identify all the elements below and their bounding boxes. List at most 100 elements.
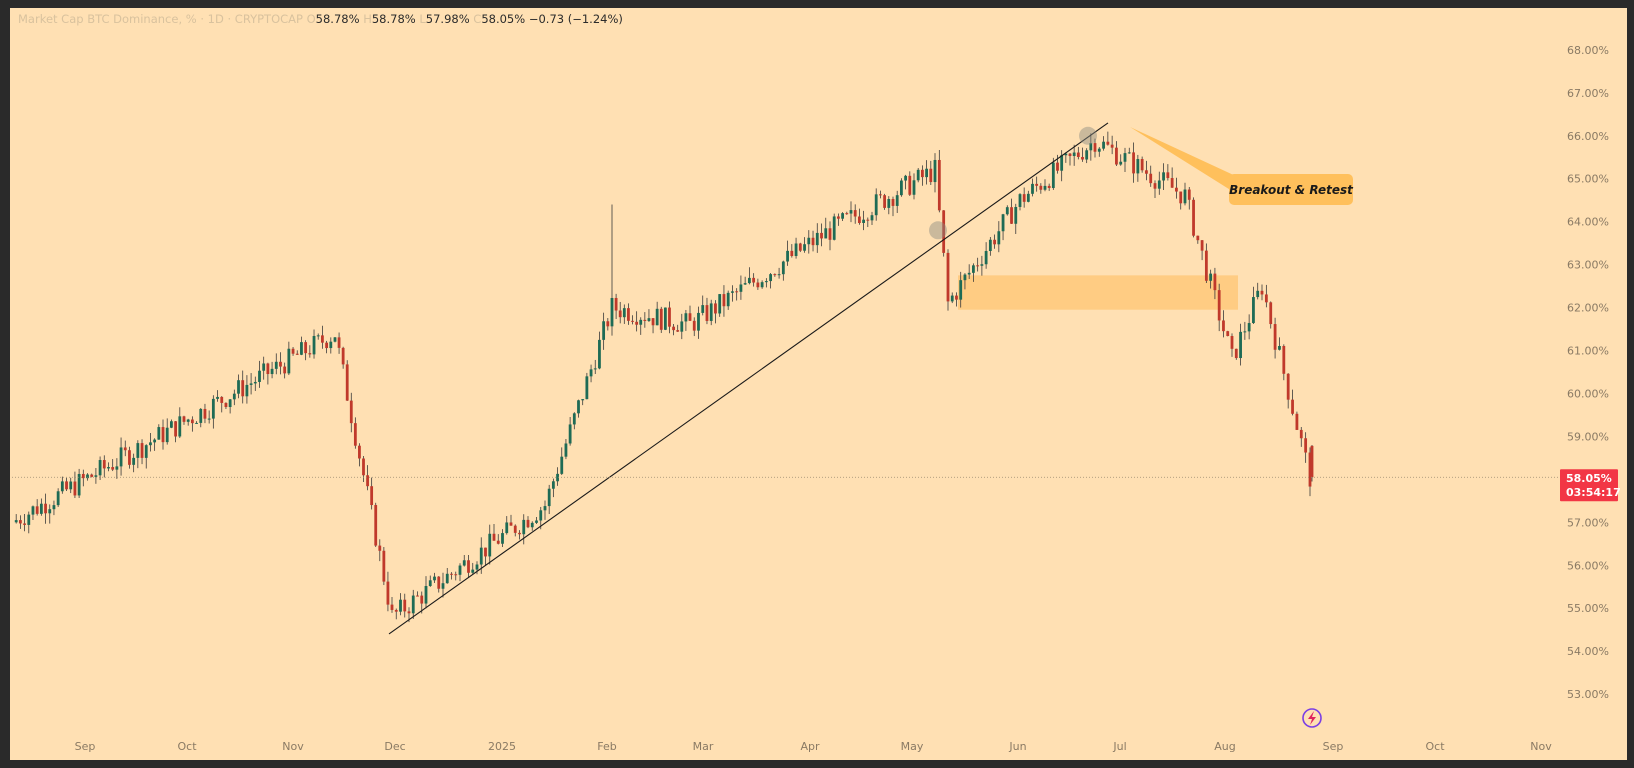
candle-14 bbox=[73, 471, 77, 498]
candle-74 bbox=[325, 340, 329, 354]
candle-72 bbox=[316, 333, 320, 340]
candle-33 bbox=[153, 438, 157, 451]
last-price-tag: 58.05%03:54:17 bbox=[1560, 469, 1621, 502]
chart-area[interactable] bbox=[10, 8, 1627, 760]
candle-120 bbox=[518, 530, 521, 540]
candle-26 bbox=[123, 440, 127, 457]
candle-286 bbox=[1217, 283, 1221, 332]
candle-67 bbox=[295, 350, 299, 356]
lightning-bolt-icon[interactable] bbox=[1302, 708, 1322, 728]
candle-183 bbox=[781, 260, 785, 281]
retest-marker bbox=[1079, 126, 1097, 145]
candle-226 bbox=[963, 273, 967, 290]
candle-19 bbox=[94, 467, 98, 484]
candle-97 bbox=[420, 591, 424, 614]
x-tick-label: Nov bbox=[1530, 740, 1552, 753]
candle-303 bbox=[1291, 389, 1294, 416]
candle-212 bbox=[904, 174, 907, 190]
high-label: H bbox=[363, 12, 372, 26]
last-price-value: 58.05% bbox=[1566, 472, 1612, 485]
candle-109 bbox=[471, 562, 475, 574]
candle-202 bbox=[862, 210, 865, 231]
low-label: L bbox=[419, 12, 426, 26]
candle-22 bbox=[107, 462, 110, 472]
candle-219 bbox=[933, 153, 937, 193]
candle-20 bbox=[98, 456, 102, 481]
candle-238 bbox=[1014, 203, 1018, 234]
candle-281 bbox=[1196, 235, 1200, 244]
candle-201 bbox=[858, 208, 861, 225]
y-tick-label: 68.00% bbox=[1567, 44, 1609, 57]
open-label: O bbox=[306, 12, 316, 26]
candle-7 bbox=[44, 493, 47, 524]
candle-210 bbox=[895, 190, 899, 213]
candle-167 bbox=[714, 300, 717, 324]
candle-196 bbox=[837, 213, 840, 226]
candle-251 bbox=[1068, 152, 1072, 166]
x-tick-label: Oct bbox=[1425, 740, 1445, 753]
candle-0 bbox=[14, 514, 18, 524]
candle-170 bbox=[726, 290, 730, 310]
candle-152 bbox=[651, 318, 655, 334]
x-tick-label: May bbox=[901, 740, 924, 753]
candle-169 bbox=[722, 285, 726, 317]
candle-161 bbox=[688, 305, 692, 321]
candle-258 bbox=[1097, 147, 1101, 157]
candle-88 bbox=[382, 546, 386, 586]
candle-119 bbox=[513, 524, 517, 537]
y-tick-label: 57.00% bbox=[1567, 516, 1609, 529]
candle-50 bbox=[224, 402, 228, 410]
candle-186 bbox=[794, 237, 798, 259]
candle-215 bbox=[916, 168, 920, 183]
candle-116 bbox=[501, 529, 504, 547]
candle-8 bbox=[48, 504, 52, 524]
x-tick-label: Nov bbox=[282, 740, 304, 753]
candle-203 bbox=[866, 217, 870, 228]
candle-44 bbox=[199, 408, 203, 428]
support-resistance-zone[interactable] bbox=[958, 275, 1238, 310]
candle-150 bbox=[643, 312, 647, 328]
candle-158 bbox=[676, 324, 680, 332]
breakout-retest-callout[interactable]: Breakout & Retest bbox=[1130, 127, 1354, 205]
candle-15 bbox=[77, 468, 81, 498]
candle-291 bbox=[1239, 323, 1242, 366]
candle-247 bbox=[1051, 157, 1055, 190]
y-tick-label: 62.00% bbox=[1567, 302, 1609, 315]
candle-173 bbox=[739, 275, 743, 300]
candle-65 bbox=[287, 341, 291, 376]
candle-45 bbox=[203, 403, 207, 424]
candle-36 bbox=[165, 418, 169, 445]
candle-299 bbox=[1273, 317, 1277, 359]
trendline[interactable] bbox=[388, 122, 1109, 635]
candle-87 bbox=[378, 539, 382, 562]
y-tick-label: 60.00% bbox=[1567, 387, 1609, 400]
candle-296 bbox=[1260, 284, 1264, 301]
candle-259 bbox=[1102, 136, 1105, 151]
candle-133 bbox=[572, 412, 576, 430]
candle-214 bbox=[912, 173, 916, 200]
high-value: 58.78% bbox=[371, 12, 416, 26]
candle-59 bbox=[262, 356, 266, 380]
candle-132 bbox=[568, 416, 572, 446]
candle-108 bbox=[467, 555, 470, 578]
candle-264 bbox=[1123, 147, 1127, 172]
candle-227 bbox=[967, 264, 971, 280]
candle-21 bbox=[102, 455, 106, 478]
candle-128 bbox=[551, 478, 555, 498]
candle-92 bbox=[399, 593, 402, 616]
candle-78 bbox=[341, 346, 345, 369]
candle-231 bbox=[984, 242, 988, 269]
breakdown-marker bbox=[929, 221, 947, 240]
candle-148 bbox=[635, 311, 639, 332]
candle-272 bbox=[1157, 171, 1161, 195]
candle-285 bbox=[1213, 267, 1217, 300]
candle-193 bbox=[824, 217, 828, 239]
candle-103 bbox=[445, 567, 449, 584]
candle-263 bbox=[1119, 154, 1123, 166]
candle-34 bbox=[157, 424, 161, 440]
candle-182 bbox=[777, 267, 781, 279]
candle-42 bbox=[190, 416, 194, 432]
candle-95 bbox=[411, 589, 415, 619]
candle-166 bbox=[709, 299, 713, 326]
